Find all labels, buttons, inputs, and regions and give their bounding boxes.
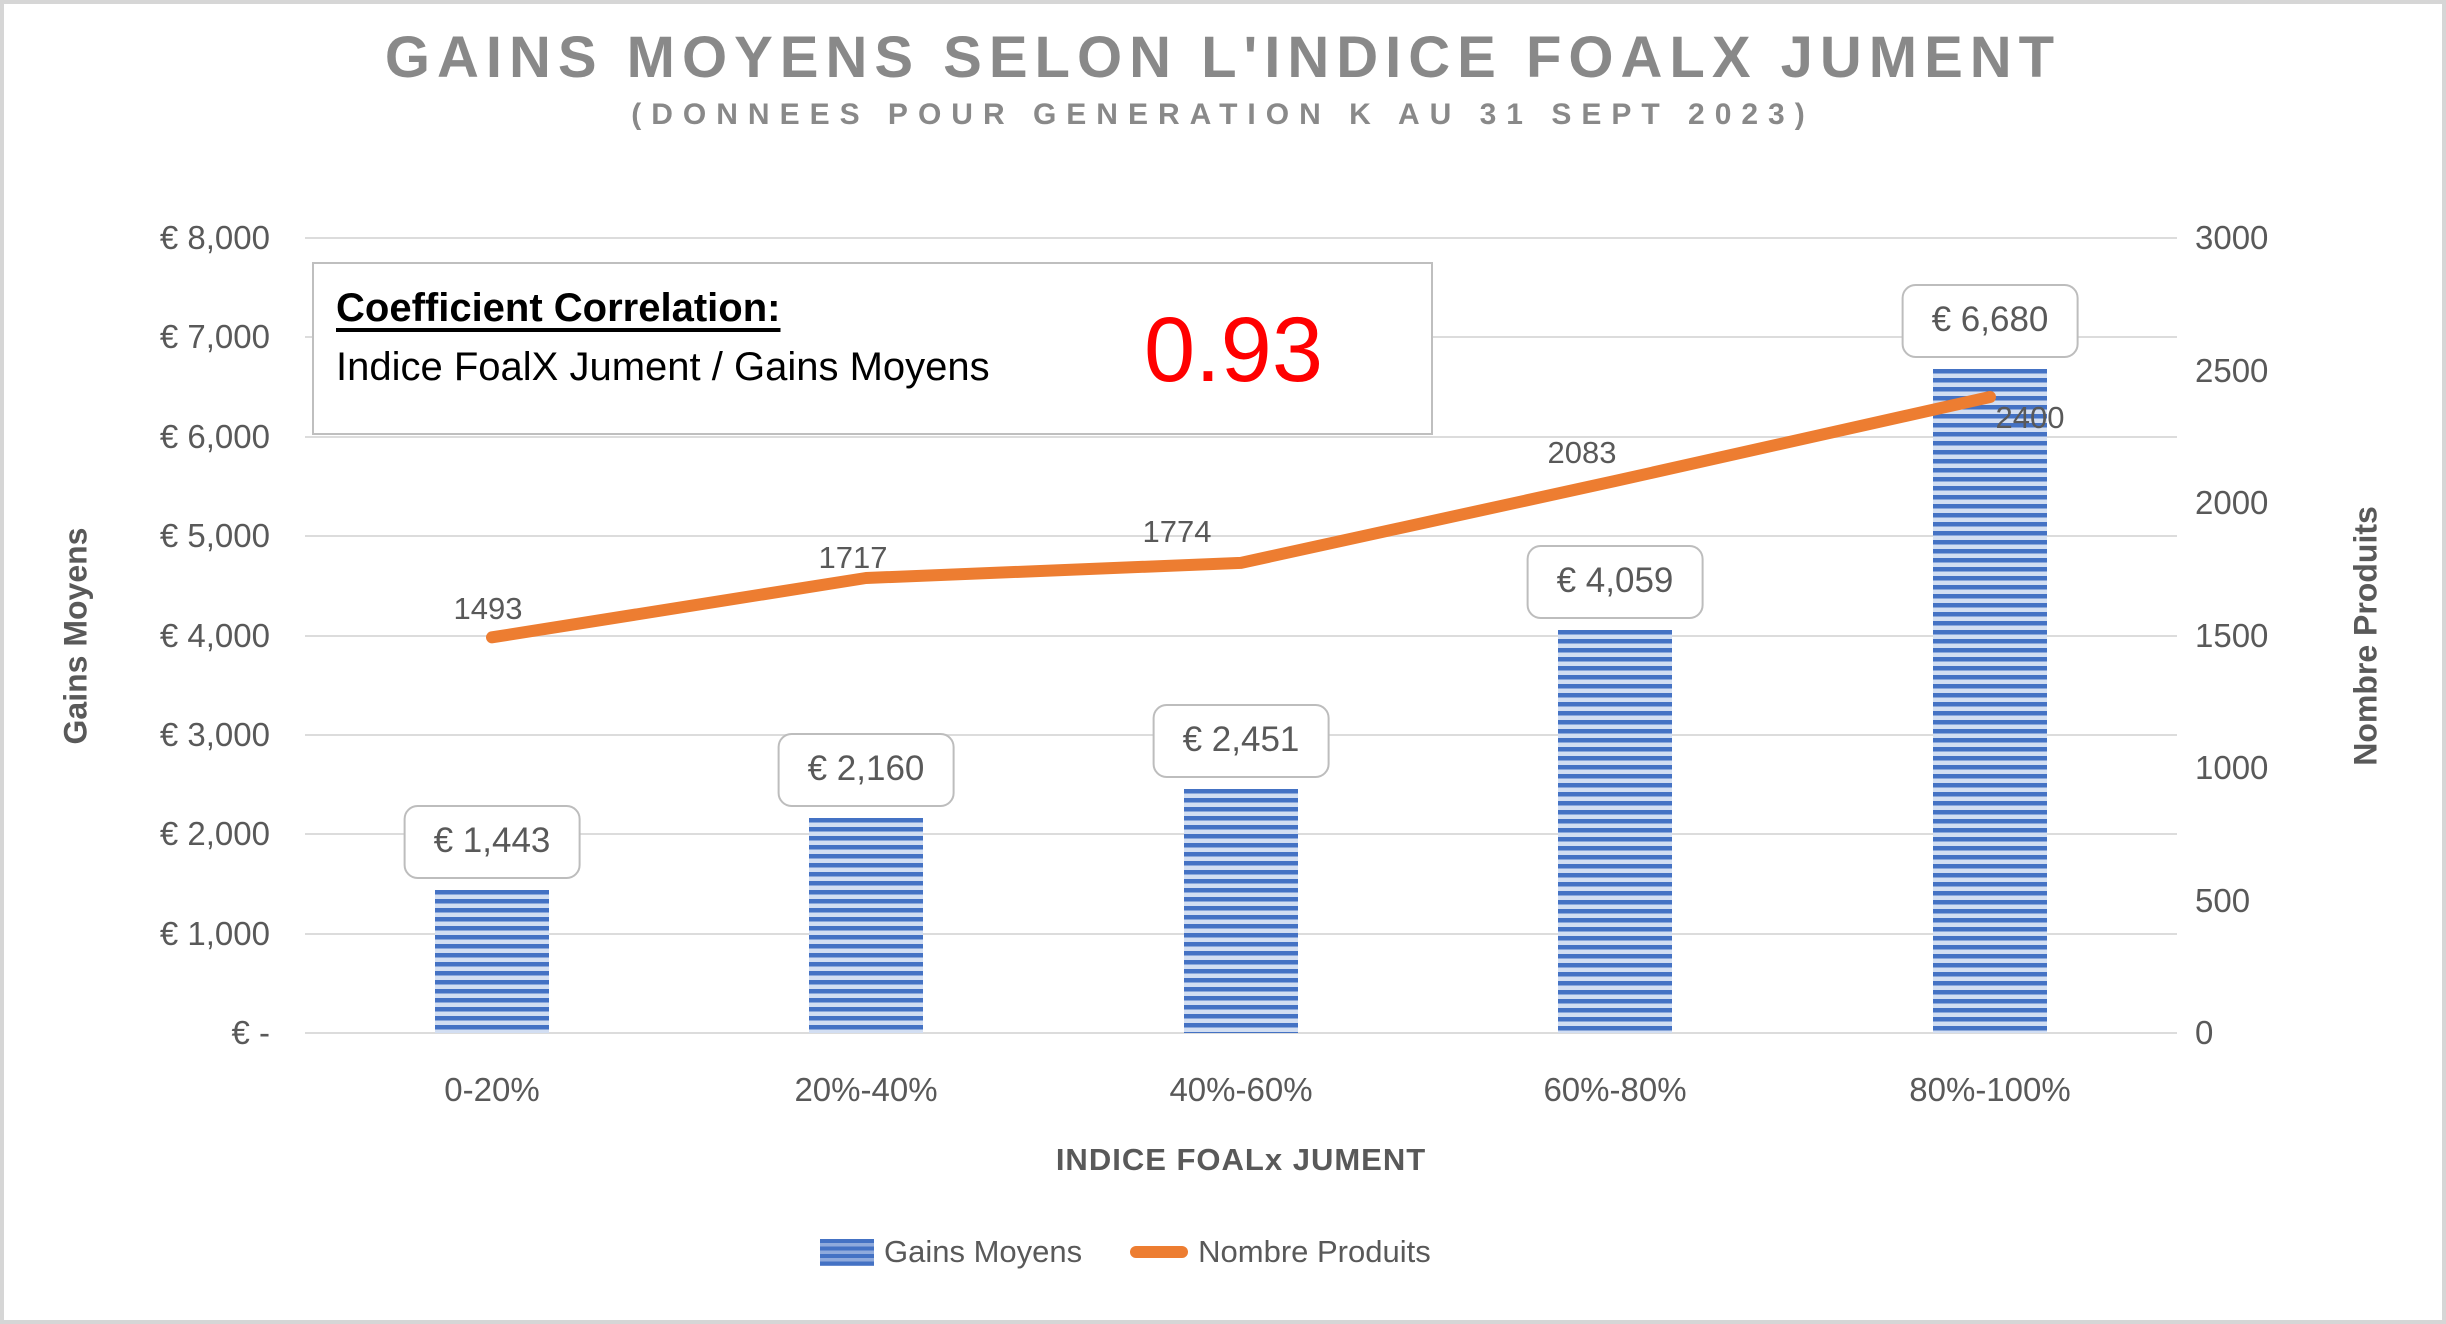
chart-title: GAINS MOYENS SELON L'INDICE FOALX JUMENT xyxy=(384,25,2062,90)
left-axis-tick-label: € - xyxy=(231,1014,270,1051)
left-axis-tick-label: € 3,000 xyxy=(159,715,270,753)
left-axis-tick-label: € 7,000 xyxy=(159,318,270,356)
line-nombre-produits xyxy=(486,391,1996,644)
legend-item-gains-moyens: Gains Moyens xyxy=(820,1234,1082,1270)
x-axis-category-label: 0-20% xyxy=(444,1071,540,1108)
left-axis-tick-label: € 2,000 xyxy=(159,815,270,853)
right-axis-tick-label: 1000 xyxy=(2195,749,2269,786)
x-axis-title: INDICE FOALx JUMENT xyxy=(1055,1142,1427,1177)
left-axis-tick-label: € 1,000 xyxy=(159,914,270,952)
gridline xyxy=(305,535,2177,538)
left-axis-tick-label: € 5,000 xyxy=(159,517,270,555)
line-series-swatch-icon xyxy=(1130,1246,1189,1258)
correlation-box: Coefficient Correlation: Indice FoalX Ju… xyxy=(312,262,1433,435)
bar-data-label: € 2,451 xyxy=(1152,704,1330,779)
x-axis-category-label: 80%-100% xyxy=(1909,1071,2071,1108)
x-axis-category-label: 60%-80% xyxy=(1543,1071,1687,1108)
right-axis-tick-label: 2500 xyxy=(2195,351,2269,389)
legend-label: Gains Moyens xyxy=(884,1234,1083,1269)
x-axis-category-label: 40%-60% xyxy=(1169,1071,1313,1108)
left-axis-title: Gains Moyens xyxy=(57,527,94,745)
plot-area: € 1,443 € 2,160 € 2,451 € 4,059 € 6,680 1493 1… xyxy=(305,237,2177,1034)
gridline xyxy=(305,1032,2177,1034)
line-data-label: 2400 xyxy=(1995,400,2065,435)
correlation-heading: Coefficient Correlation: xyxy=(336,286,781,330)
x-axis-category-label: 20%-40% xyxy=(794,1071,938,1108)
gridline xyxy=(305,237,2177,239)
bar-series-swatch-icon xyxy=(820,1238,874,1266)
line-data-label: 1717 xyxy=(818,539,888,575)
right-axis-tick-label: 2000 xyxy=(2195,484,2269,521)
bar-gains-moyens xyxy=(1933,369,2047,1033)
legend-label: Nombre Produits xyxy=(1198,1234,1431,1269)
bar-data-label: € 4,059 xyxy=(1526,544,1704,619)
legend: Gains Moyens Nombre Produits xyxy=(820,1234,1431,1270)
bar-gains-moyens xyxy=(1558,629,1672,1033)
correlation-value: 0.93 xyxy=(1143,299,1323,401)
left-axis-tick-label: € 4,000 xyxy=(159,616,270,654)
right-axis-tick-label: 3000 xyxy=(2195,219,2269,256)
bar-data-label: € 2,160 xyxy=(777,733,955,808)
right-axis-tick-label: 1500 xyxy=(2195,616,2269,654)
left-axis-tick-label: € 8,000 xyxy=(159,219,270,256)
right-axis-tick-label: 0 xyxy=(2195,1014,2214,1051)
line-data-label: 1493 xyxy=(453,591,523,627)
line-data-label: 2083 xyxy=(1547,435,1617,470)
left-axis-tick-label: € 6,000 xyxy=(159,417,270,455)
bar-gains-moyens xyxy=(1184,789,1298,1033)
bar-gains-moyens xyxy=(809,818,923,1033)
gridline xyxy=(305,634,2177,637)
gridline xyxy=(305,435,2177,438)
right-axis-tick-label: 500 xyxy=(2195,881,2251,919)
legend-item-nombre-produits: Nombre Produits xyxy=(1130,1234,1431,1270)
chart-subtitle: (DONNEES POUR GENERATION K AU 31 SEPT 20… xyxy=(631,98,1815,131)
bar-data-label: € 6,680 xyxy=(1901,284,2079,359)
correlation-subject: Indice FoalX Jument / Gains Moyens xyxy=(336,345,990,389)
line-data-label: 1774 xyxy=(1142,513,1212,549)
bar-gains-moyens xyxy=(435,889,549,1033)
bar-data-label: € 1,443 xyxy=(403,804,581,879)
right-axis-title: Nombre Produits xyxy=(2347,506,2384,766)
